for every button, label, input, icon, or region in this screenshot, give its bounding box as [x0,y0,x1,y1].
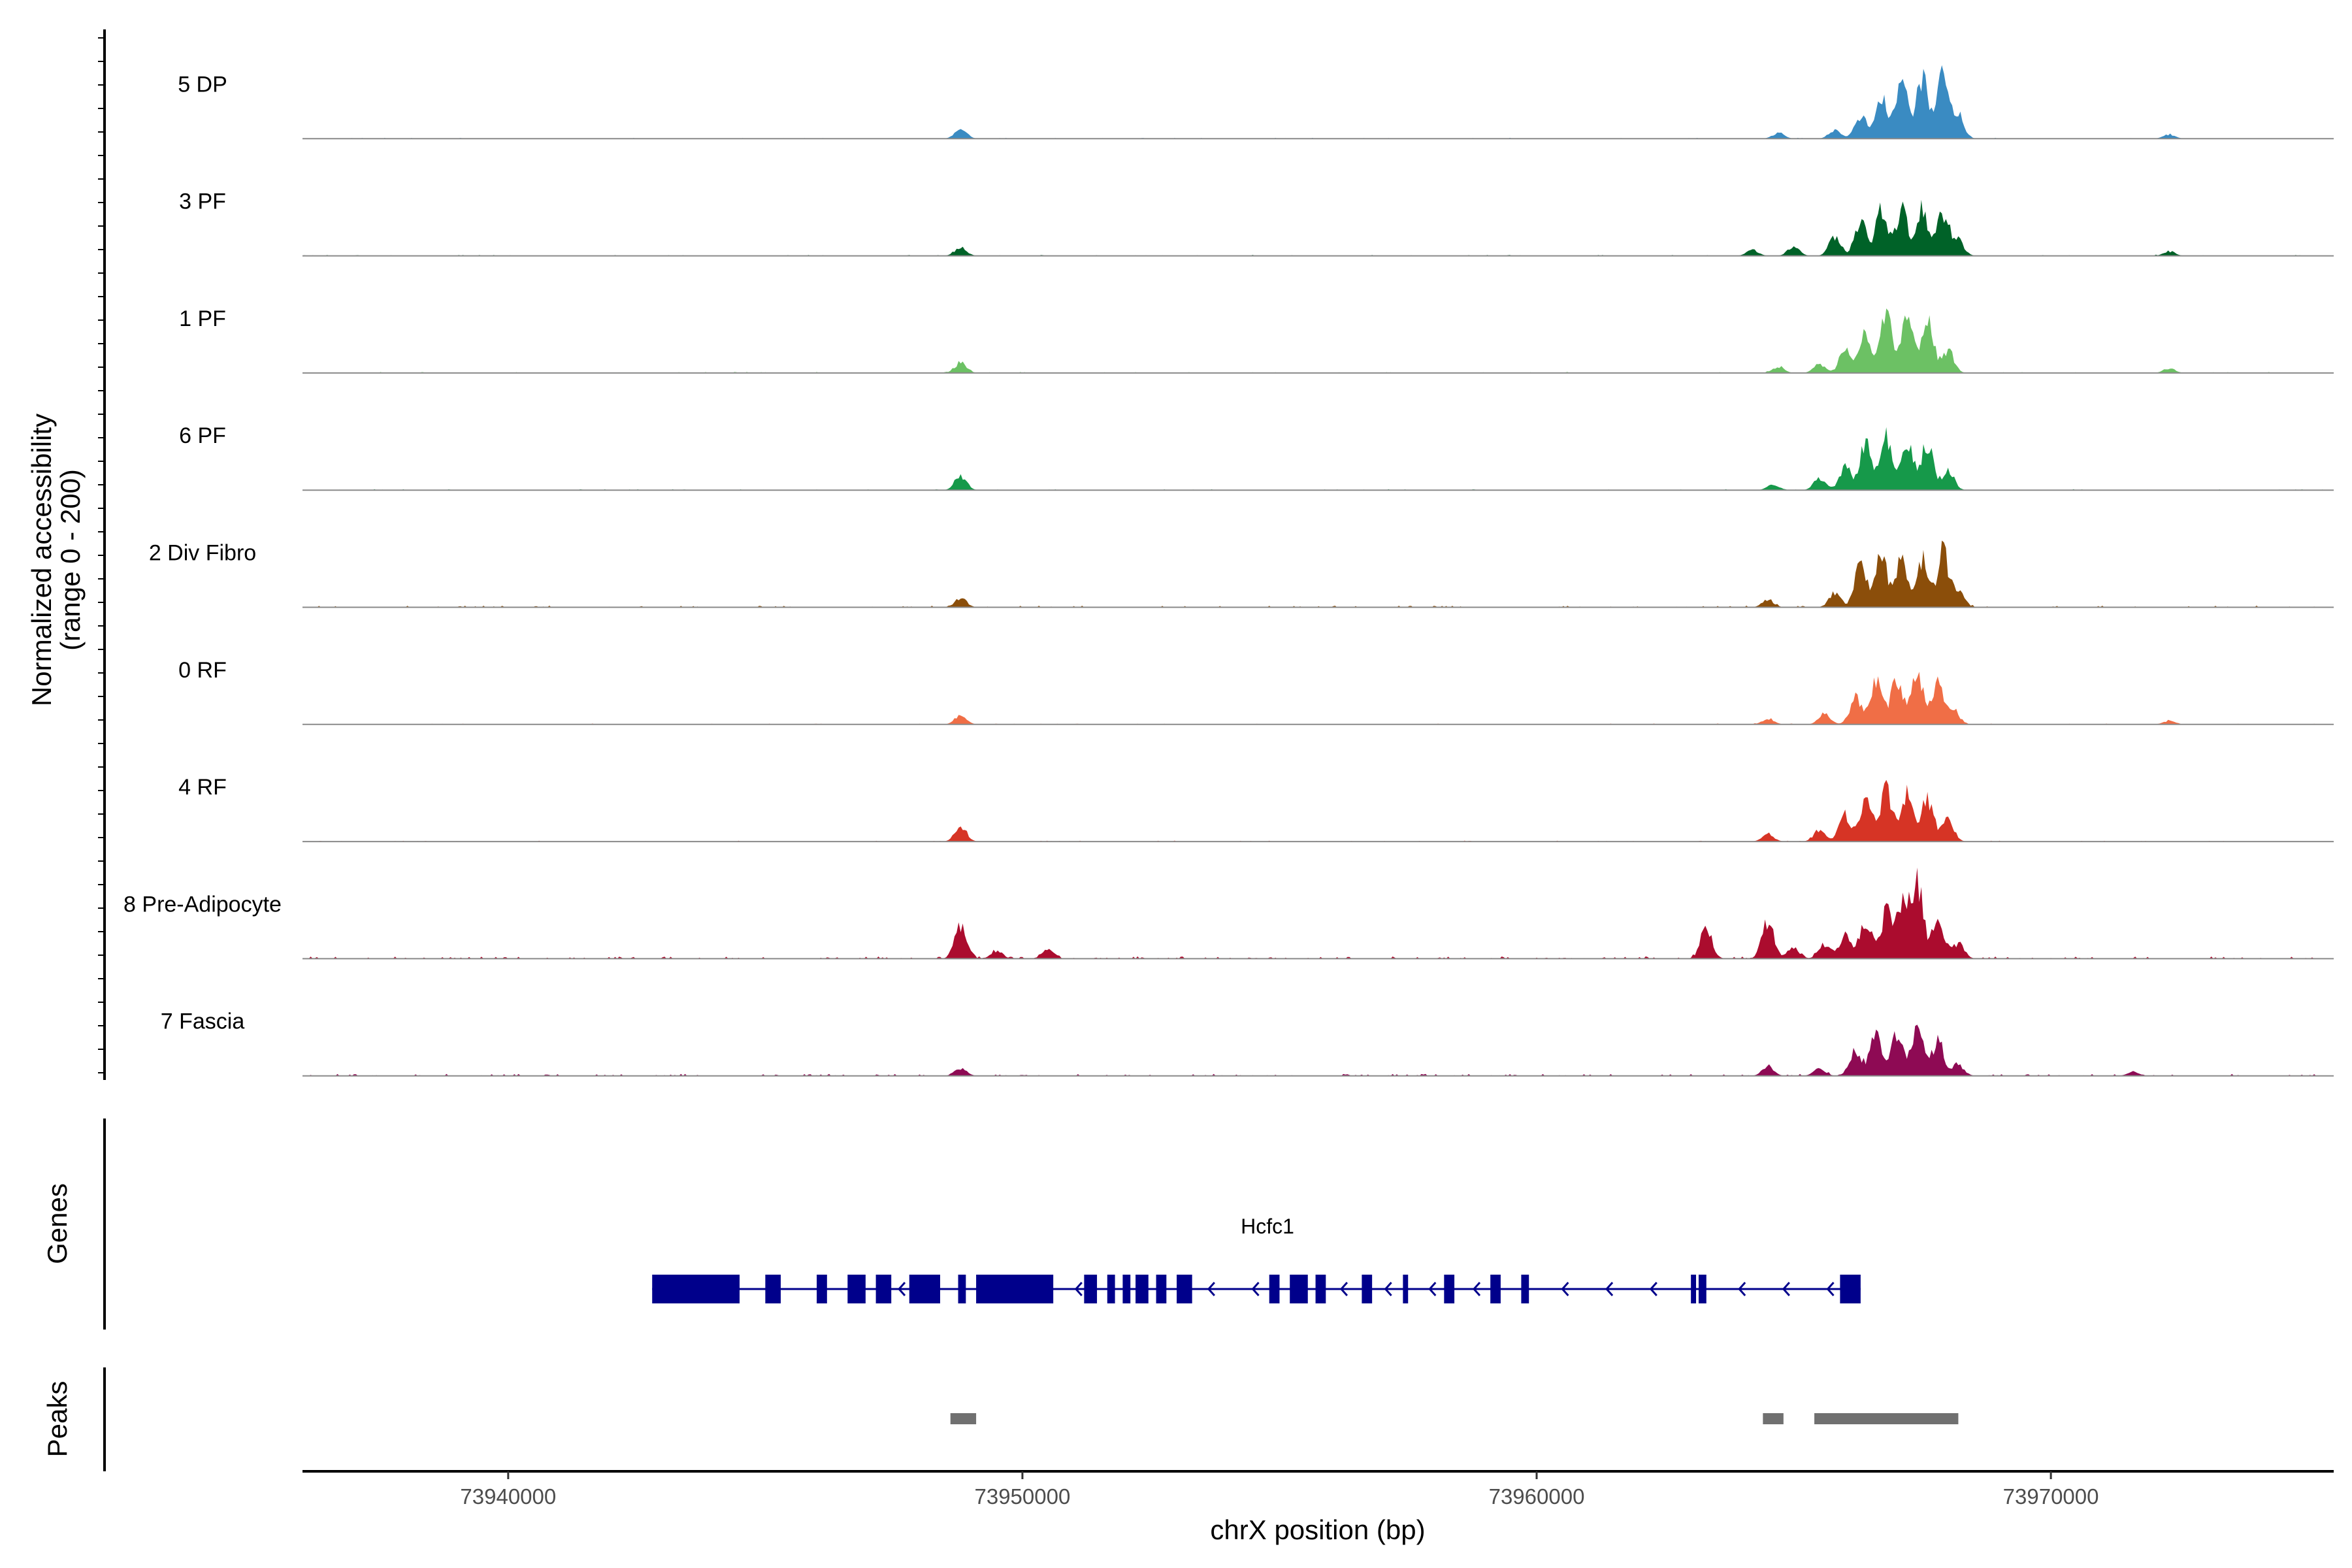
x-axis-ticks: 73940000 73950000 73960000 73970000 [460,1471,2099,1509]
x-tick-label: 73940000 [460,1484,556,1509]
gene-exon [875,1275,892,1303]
track-5-dp: 5 DP [178,65,2334,140]
peaks-track-label: Peaks [42,1381,73,1458]
gene-exon [847,1275,866,1303]
strand-arrow-icon [1649,1281,1658,1297]
y-axis-title-line1: Normalized accessibility [26,414,57,706]
track-label: 0 RF [178,658,227,683]
track-coverage-area [302,199,2334,256]
strand-arrow-icon [1472,1281,1481,1297]
track-coverage-area [302,1024,2334,1076]
y-axis-title-line2: (range 0 - 200) [55,469,86,651]
track-coverage-area [302,540,2334,608]
gene-exon [1122,1275,1131,1303]
gene-label: Hcfc1 [1241,1215,1294,1238]
gene-track: Hcfc1 [652,1215,1861,1303]
gene-exon [1156,1275,1167,1303]
gene-exon [1107,1275,1115,1303]
track-label: 7 Fascia [161,1009,245,1034]
coverage-tracks: 5 DP 3 PF 1 PF 6 PF 2 Div Fibro 0 RF 4 RF 8 Pre… [123,65,2334,1077]
track-coverage-area [302,779,2334,842]
y-axis-ticks [98,37,105,1073]
x-axis-title: chrX position (bp) [1210,1514,1425,1545]
track-coverage-area [302,308,2334,373]
x-tick-label: 73950000 [975,1484,1071,1509]
track-0-rf: 0 RF [178,658,2334,725]
gene-exon [1840,1275,1861,1303]
gene-exon [1691,1275,1697,1303]
strand-arrow-icon [1782,1281,1790,1297]
strand-arrow-icon [1561,1281,1569,1297]
gene-exon [765,1275,781,1303]
strand-arrow-icon [1428,1281,1437,1297]
strand-arrow-icon [1605,1281,1614,1297]
track-label: 3 PF [179,189,226,214]
gene-exon [817,1275,827,1303]
track-label: 6 PF [179,423,226,448]
gene-exon [1444,1275,1455,1303]
strand-arrow-icon [1339,1281,1348,1297]
track-coverage-area [302,867,2334,959]
gene-exon [1698,1275,1707,1303]
x-tick-label: 73960000 [1489,1484,1585,1509]
track-label: 1 PF [179,306,226,331]
gene-exon [1490,1275,1501,1303]
strand-arrow-icon [1826,1281,1835,1297]
x-tick-label: 73970000 [2003,1484,2099,1509]
gene-exon [909,1275,940,1303]
track-8-pre-adipocyte: 8 Pre-Adipocyte [123,867,2334,960]
peak-region [1763,1413,1784,1424]
strand-arrow-icon [898,1281,906,1297]
gene-exon [1521,1275,1529,1303]
track-label: 5 DP [178,72,227,97]
track-coverage-area [302,427,2334,491]
strand-arrow-icon [1207,1281,1215,1297]
strand-arrow-icon [1384,1281,1392,1297]
peak-region [1814,1413,1959,1424]
track-label: 8 Pre-Adipocyte [123,892,282,917]
track-6-pf: 6 PF [179,423,2334,491]
gene-exon [1135,1275,1149,1303]
gene-exon [1403,1275,1409,1303]
gene-exon [958,1275,966,1303]
gene-exon [652,1275,740,1303]
gene-exon [1269,1275,1280,1303]
track-coverage-area [302,672,2334,725]
gene-exon [1362,1275,1373,1303]
strand-arrow-icon [1074,1281,1083,1297]
gene-exon [1290,1275,1308,1303]
track-2-div-fibro: 2 Div Fibro [149,540,2334,608]
gene-exon [1084,1275,1098,1303]
track-label: 4 RF [178,775,227,800]
track-3-pf: 3 PF [179,189,2334,257]
strand-arrow-icon [1251,1281,1260,1297]
track-coverage-area [302,65,2334,139]
track-7-fascia: 7 Fascia [161,1009,2334,1077]
peak-region [950,1413,977,1424]
peaks-track [950,1413,1959,1424]
gene-exon [1177,1275,1192,1303]
track-1-pf: 1 PF [179,306,2334,374]
track-4-rf: 4 RF [178,775,2334,843]
gene-exon [1315,1275,1326,1303]
gene-exon [976,1275,1054,1303]
genes-track-label: Genes [42,1183,73,1264]
track-label: 2 Div Fibro [149,541,256,566]
strand-arrow-icon [1738,1281,1746,1297]
